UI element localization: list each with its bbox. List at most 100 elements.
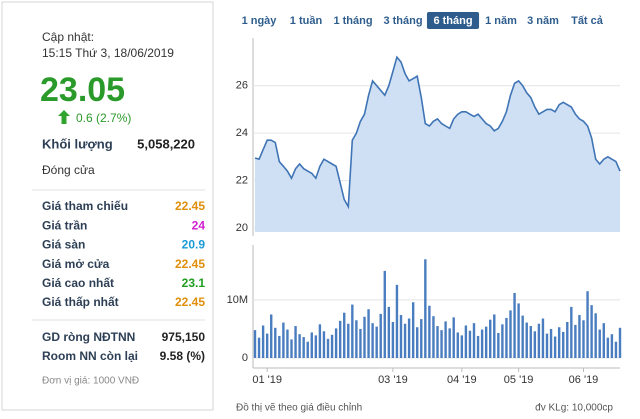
y-tick-label: 22 bbox=[236, 174, 248, 186]
volume-unit: đv KLg: 10,000cp bbox=[535, 403, 613, 414]
up-arrow bbox=[58, 110, 70, 124]
x-tick-label: 01 '19 bbox=[252, 374, 282, 386]
range-button[interactable]: 1 năm bbox=[485, 15, 517, 27]
info-panel bbox=[1, 1, 214, 411]
volume-bar bbox=[448, 328, 451, 358]
volume-bar bbox=[286, 329, 289, 358]
x-tick-label: 05 '19 bbox=[504, 374, 534, 386]
volume-bar bbox=[351, 304, 354, 358]
row-label: Giá trần bbox=[42, 218, 87, 232]
volume-bar bbox=[460, 335, 464, 358]
volume-bar bbox=[428, 305, 431, 358]
range-label[interactable]: 1 tuần bbox=[290, 15, 323, 27]
volume-bar bbox=[468, 330, 472, 358]
unit-note: Đơn vị giá: 1000 VNĐ bbox=[42, 376, 139, 387]
volume-bar bbox=[318, 324, 322, 358]
change: 0.6 (2.7%) bbox=[76, 111, 131, 125]
volume-bar bbox=[586, 291, 589, 358]
volume-bar bbox=[533, 331, 537, 358]
range-button[interactable]: 6 tháng bbox=[426, 12, 480, 29]
row-value: 24 bbox=[192, 218, 206, 232]
range-label[interactable]: 3 năm bbox=[527, 15, 559, 27]
price: 23.05 bbox=[40, 71, 125, 109]
range-label[interactable]: Tất cả bbox=[571, 15, 604, 27]
volume-bar bbox=[253, 330, 257, 358]
volume-bar bbox=[314, 335, 318, 358]
range-button[interactable]: 1 tuần bbox=[290, 15, 323, 27]
row-value: 22.45 bbox=[175, 199, 205, 213]
y-tick-label: 0 bbox=[242, 352, 248, 364]
volume-bar bbox=[355, 320, 358, 358]
volume-bar bbox=[452, 317, 455, 358]
range-button[interactable]: Tất cả bbox=[571, 15, 604, 27]
range-button[interactable]: 3 năm bbox=[527, 15, 559, 27]
volume-bar bbox=[375, 326, 378, 358]
volume-bar bbox=[436, 326, 439, 358]
volume-bar bbox=[517, 303, 520, 358]
volume-bar bbox=[549, 328, 553, 358]
volume-bar bbox=[562, 331, 565, 358]
range-label[interactable]: 1 năm bbox=[485, 15, 517, 27]
range-label[interactable]: 3 tháng bbox=[383, 15, 422, 27]
volume-bar bbox=[416, 327, 419, 358]
volume-bar bbox=[391, 322, 395, 358]
volume-bar bbox=[265, 333, 269, 358]
range-label[interactable]: 1 ngày bbox=[242, 15, 278, 27]
volume-bar bbox=[343, 312, 346, 358]
volume-bar bbox=[379, 313, 382, 358]
row-label: Room NN còn lại bbox=[42, 349, 138, 363]
volume-bar bbox=[326, 338, 330, 358]
volume-bar bbox=[432, 316, 435, 358]
range-label[interactable]: 6 tháng bbox=[433, 15, 472, 27]
range-button[interactable]: 1 ngày bbox=[242, 15, 278, 27]
volume-bar bbox=[472, 323, 476, 358]
volume-bar bbox=[338, 320, 342, 358]
volume-bar bbox=[598, 329, 601, 358]
range-label[interactable]: 1 tháng bbox=[333, 15, 372, 27]
volume-bar bbox=[501, 324, 504, 358]
row-value: 23.1 bbox=[182, 276, 206, 290]
y-tick-label: 10M bbox=[227, 294, 248, 306]
volume-bar bbox=[497, 333, 500, 358]
range-button[interactable]: 3 tháng bbox=[383, 15, 422, 27]
updated-time: 15:15 Thứ 3, 18/06/2019 bbox=[42, 46, 174, 60]
volume-bar bbox=[618, 327, 622, 358]
chart-note: Đồ thị vẽ theo giá điều chỉnh bbox=[236, 402, 362, 414]
volume-bar bbox=[480, 329, 484, 358]
volume-bar bbox=[509, 310, 512, 358]
volume-bar bbox=[505, 317, 508, 358]
y-tick-label: 20 bbox=[236, 222, 248, 234]
volume-bar bbox=[411, 302, 415, 358]
volume-bar bbox=[367, 309, 370, 358]
volume-bar bbox=[574, 324, 577, 358]
volume-bar bbox=[578, 315, 581, 358]
volume-bar bbox=[363, 316, 366, 358]
volume-bar bbox=[334, 328, 338, 358]
volume-bar bbox=[590, 305, 593, 358]
status: Đóng cửa bbox=[42, 163, 95, 177]
volume-bar bbox=[270, 314, 273, 358]
x-tick-label: 04 '19 bbox=[447, 374, 477, 386]
volume-bar bbox=[582, 320, 585, 358]
volume-bar bbox=[456, 332, 459, 358]
volume-bar bbox=[371, 323, 374, 358]
volume-bar bbox=[278, 335, 281, 358]
volume-bar bbox=[557, 327, 561, 358]
range-button[interactable]: 1 tháng bbox=[333, 15, 372, 27]
row-value: 22.45 bbox=[175, 257, 205, 271]
volume-bar bbox=[444, 321, 447, 358]
volume-bar bbox=[294, 326, 297, 358]
volume-bar bbox=[347, 323, 350, 358]
volume-bar bbox=[387, 306, 391, 358]
volume-bar bbox=[594, 313, 597, 358]
row-label: Giá mở cửa bbox=[42, 257, 110, 271]
row-value: 9.58 (%) bbox=[160, 349, 205, 363]
volume-bar bbox=[298, 334, 301, 358]
volume-bar bbox=[602, 323, 605, 358]
volume-bar bbox=[306, 341, 309, 358]
updated-label: Cập nhật: bbox=[42, 30, 94, 44]
volume-bar bbox=[529, 326, 532, 358]
volume-bar bbox=[310, 332, 313, 358]
volume-bar bbox=[464, 325, 468, 358]
